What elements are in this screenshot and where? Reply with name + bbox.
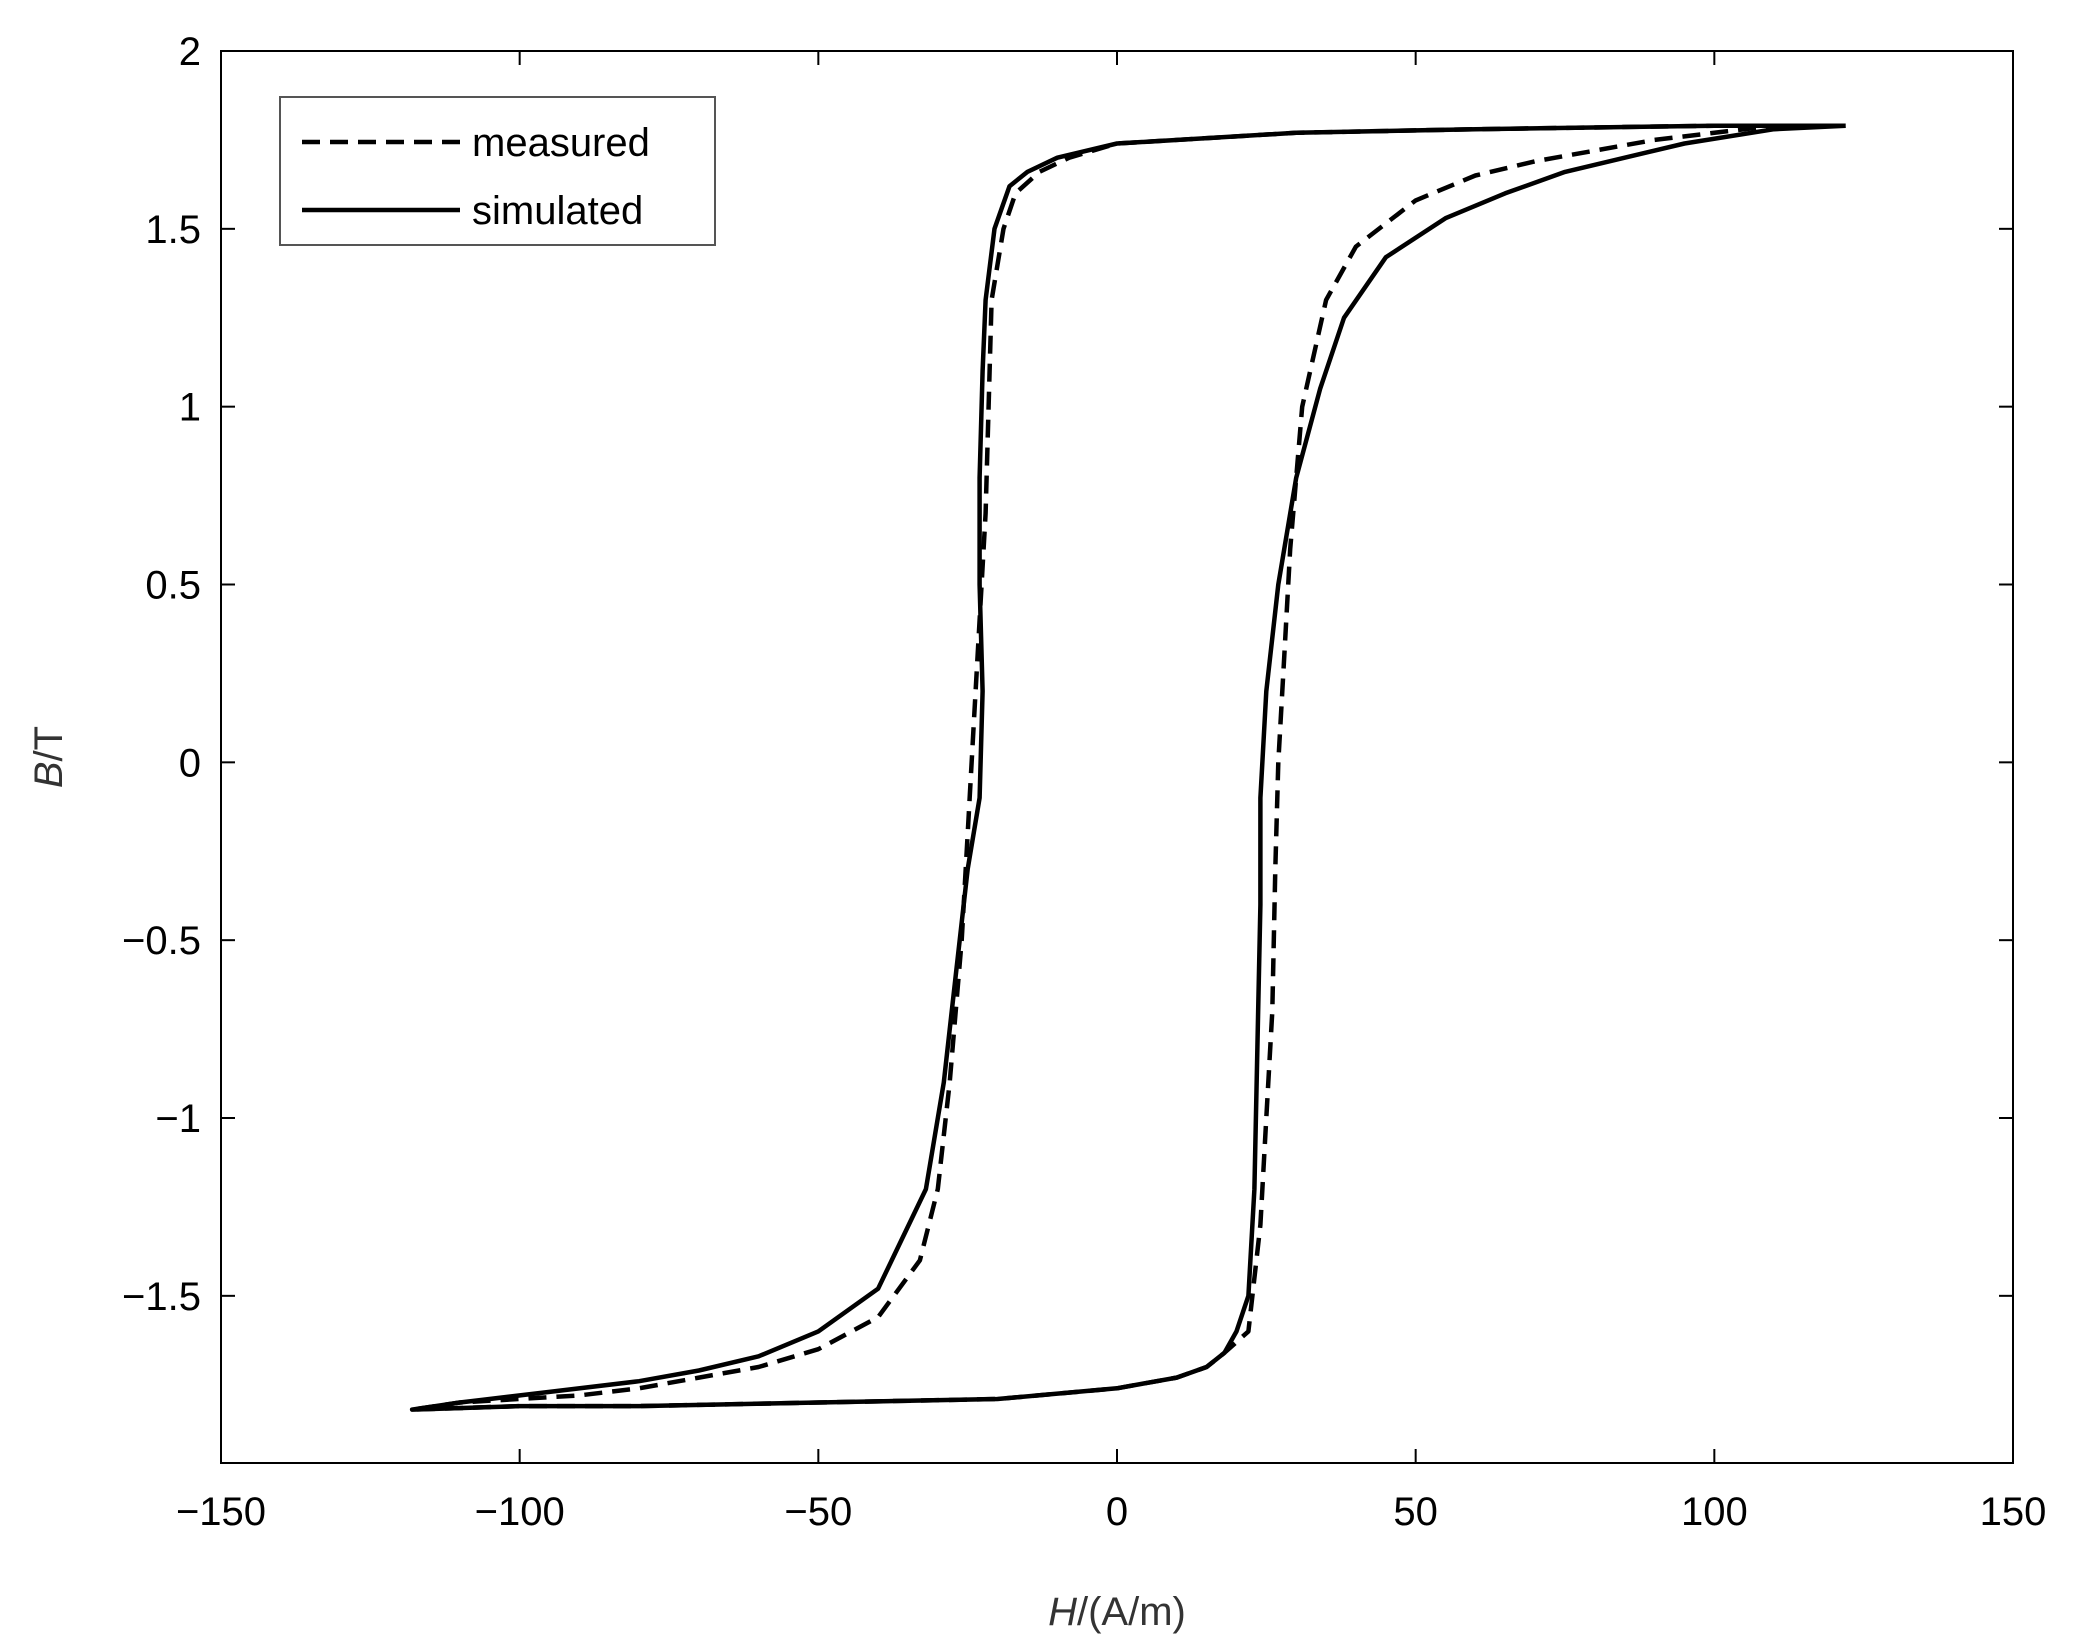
legend: measured simulated [279,96,716,246]
x-tick-label: −50 [784,1490,852,1534]
legend-box [279,96,716,246]
y-tick-label: −1 [155,1097,201,1141]
legend-label-simulated: simulated [472,189,643,233]
x-tick-label: −100 [475,1490,565,1534]
ticks-layer: −150 −100 −50 0 50 100 150 −1.5 −1 −0.5 0 0.5 1 1.5 2 [122,30,2046,1534]
y-tick-label: −1.5 [122,1275,201,1319]
y-tick-label: 1.5 [145,208,201,252]
y-tick-label: 1 [179,386,201,430]
plot-area [221,51,2013,1463]
x-tick-label: 100 [1681,1490,1748,1534]
y-axis-label: B/T [27,726,71,788]
series-line-simulated [409,123,1846,1412]
x-tick-label: 50 [1393,1490,1438,1534]
x-tick-label: 150 [1980,1490,2047,1534]
y-tick-label: −0.5 [122,919,201,963]
x-axis-label: H/(A/m) [1048,1590,1186,1634]
x-tick-label: −150 [176,1490,266,1534]
y-tick-label: 2 [179,30,201,74]
series-layer [409,123,1846,1412]
legend-label-measured: measured [472,121,650,165]
x-tick-label: 0 [1106,1490,1128,1534]
y-tick-label: 0 [179,741,201,785]
y-tick-label: 0.5 [145,564,201,608]
